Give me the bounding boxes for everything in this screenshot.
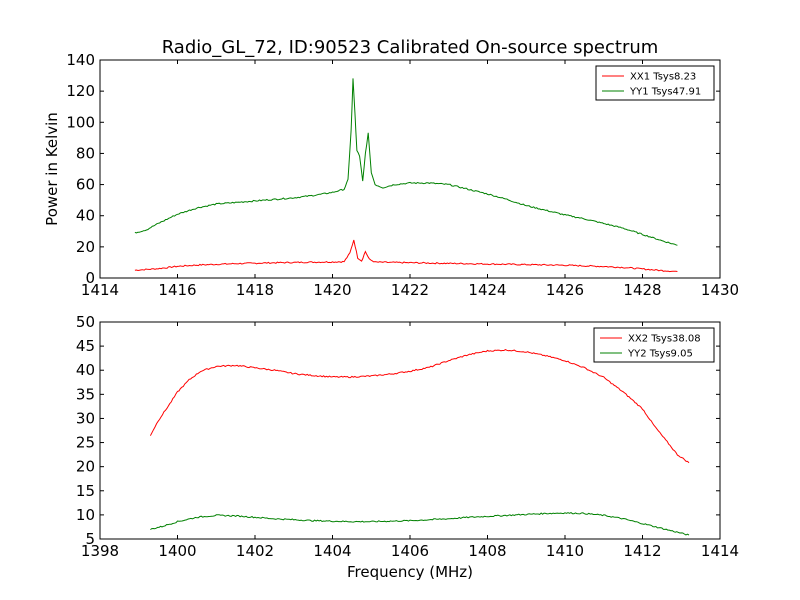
x-axis-label: Frequency (MHz) xyxy=(347,563,473,581)
legend-1: XX1 Tsys8.23 YY1 Tsys47.91 xyxy=(595,65,715,101)
y-tick-label: 100 xyxy=(66,113,95,131)
y-tick-label: 10 xyxy=(76,506,95,524)
y-tick-label: 60 xyxy=(76,176,95,194)
series-line-yy2-tsys9-05 xyxy=(150,512,690,536)
x-tick-label: 1416 xyxy=(158,281,196,299)
y-tick-label: 5 xyxy=(85,530,95,548)
legend-label-xx2-tsys38-08: XX2 Tsys38.08 xyxy=(628,334,701,345)
x-tick-label: 1428 xyxy=(623,281,661,299)
chart-title: Radio_GL_72, ID:90523 Calibrated On-sour… xyxy=(162,37,659,58)
legend-label-xx1-tsys8-23: XX1 Tsys8.23 xyxy=(630,72,696,83)
x-tick-label: 1422 xyxy=(391,281,429,299)
x-tick-label: 1414 xyxy=(81,281,119,299)
x-tick-label: 1420 xyxy=(313,281,351,299)
x-tick-label: 1406 xyxy=(391,542,429,560)
x-tick-label: 1404 xyxy=(313,542,351,560)
legend-2: XX2 Tsys38.08 YY2 Tsys9.05 xyxy=(593,327,715,363)
x-tick-label: 1398 xyxy=(81,542,119,560)
y-tick-label: 25 xyxy=(76,434,95,452)
y-tick-label: 45 xyxy=(76,337,95,355)
plot-panel-2: 1398 1400 1402 1404 1406 1408 1410 1412 1414 5 10 1… xyxy=(76,313,739,581)
y-tick-label: 15 xyxy=(76,482,95,500)
y-tick-label: 20 xyxy=(76,238,95,256)
x-tick-label: 1400 xyxy=(158,542,196,560)
series-line-xx2-tsys38-08 xyxy=(149,349,690,464)
y-tick-label: 20 xyxy=(76,458,95,476)
x-tick-label: 1418 xyxy=(236,281,274,299)
y-tick-label: 35 xyxy=(76,385,95,403)
y-tick-label: 120 xyxy=(66,82,95,100)
y-tick-label: 50 xyxy=(76,313,95,331)
x-tick-label: 1430 xyxy=(701,281,739,299)
legend-label-yy1-tsys47-91: YY1 Tsys47.91 xyxy=(629,87,701,98)
x-tick-label: 1412 xyxy=(623,542,661,560)
y-tick-label: 40 xyxy=(76,361,95,379)
y-tick-label: 0 xyxy=(85,269,95,287)
plot-panel-1: 1414 1416 1418 1420 1422 1424 1426 1428 1430 0 20 4… xyxy=(43,51,739,299)
x-tick-label: 1402 xyxy=(236,542,274,560)
x-tick-label: 1414 xyxy=(701,542,739,560)
y-axis-label: Power in Kelvin xyxy=(43,112,61,226)
legend-box xyxy=(595,65,715,101)
x-tick-label: 1410 xyxy=(546,542,584,560)
legend-box xyxy=(593,327,715,363)
series-line-yy1-tsys47-91 xyxy=(134,78,678,246)
x-tick-label: 1426 xyxy=(546,281,584,299)
y-tick-label: 140 xyxy=(66,51,95,69)
legend-label-yy2-tsys9-05: YY2 Tsys9.05 xyxy=(627,349,693,360)
series-line-xx1-tsys8-23 xyxy=(134,239,678,273)
y-tick-label: 40 xyxy=(76,207,95,225)
x-tick-label: 1424 xyxy=(468,281,506,299)
y-tick-label: 80 xyxy=(76,144,95,162)
x-tick-label: 1408 xyxy=(468,542,506,560)
y-tick-label: 30 xyxy=(76,409,95,427)
